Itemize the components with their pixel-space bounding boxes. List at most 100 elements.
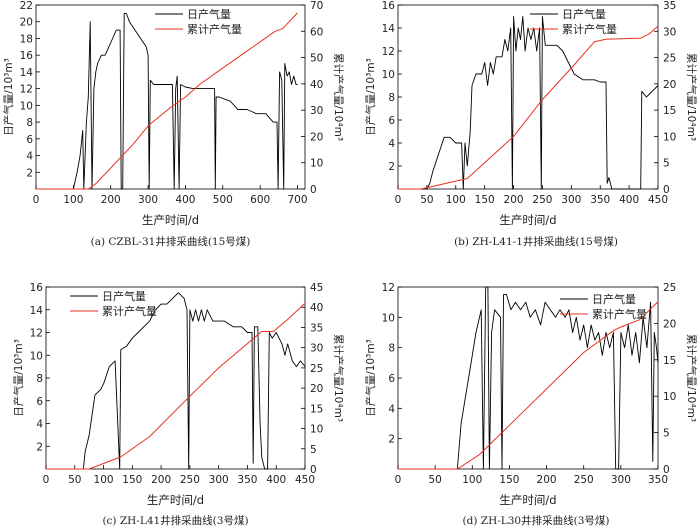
x-tick-label: 0 <box>395 474 402 486</box>
y-right-tick-label: 0 <box>310 464 317 476</box>
x-tick-label: 350 <box>590 194 610 206</box>
daily-gas-line <box>36 12 298 190</box>
y-left-axis-label: 日产气量/10³m³ <box>12 339 25 417</box>
y-right-tick-label: 40 <box>310 302 323 314</box>
y-left-tick-label: 2 <box>388 434 395 446</box>
panel-caption: (b) ZH-L41-1井排采曲线(15号煤) <box>454 235 618 248</box>
y-left-tick-label: 14 <box>30 305 44 317</box>
y-right-tick-label: 20 <box>310 131 323 143</box>
y-left-tick-label: 8 <box>26 117 33 129</box>
y-left-tick-label: 8 <box>388 343 395 355</box>
panel-caption: (a) CZBL-31井排采曲线(15号煤) <box>91 235 251 248</box>
y-right-tick-label: 0 <box>310 184 317 196</box>
y-right-tick-label: 45 <box>310 282 323 294</box>
y-right-tick-label: 5 <box>663 158 670 170</box>
y-left-axis-label: 日产气量/10³m³ <box>364 339 377 417</box>
chart-panel-2: 0 50 100 150 200 250 300 350 400 450 2 4 6 8 10 12 14 16 0… <box>364 0 698 248</box>
y-left-tick-label: 16 <box>30 282 44 294</box>
y-right-tick-label: 15 <box>663 355 676 367</box>
y-left-tick-label: 6 <box>388 115 395 127</box>
legend-label: 日产气量 <box>592 292 636 306</box>
y-left-tick-label: 4 <box>388 403 395 415</box>
legend-label: 累计产气量 <box>102 304 157 318</box>
cumulative-gas-line <box>36 12 298 190</box>
x-tick-label: 200 <box>504 194 524 206</box>
x-tick-label: 200 <box>151 474 171 486</box>
x-tick-label: 700 <box>288 194 308 206</box>
y-right-axis-label: 累计产气量/10⁴m³ <box>685 334 698 422</box>
x-tick-label: 350 <box>648 474 668 486</box>
y-left-tick-label: 14 <box>382 23 396 35</box>
y-left-tick-label: 6 <box>36 396 43 408</box>
y-right-tick-label: 20 <box>310 383 323 395</box>
y-right-tick-label: 60 <box>310 26 323 38</box>
y-right-tick-label: 10 <box>310 424 323 436</box>
legend-label: 累计产气量 <box>187 22 242 36</box>
x-axis-label: 生产时间/d <box>499 213 556 227</box>
y-left-tick-label: 10 <box>30 350 43 362</box>
y-right-axis-label: 累计产气量/10⁴m³ <box>332 334 345 422</box>
cumulative-gas-line <box>398 25 659 190</box>
y-right-tick-label: 5 <box>310 444 317 456</box>
y-left-tick-label: 10 <box>20 100 33 112</box>
y-left-tick-label: 2 <box>388 161 395 173</box>
plot-frame <box>397 4 659 190</box>
y-right-axis-label: 累计产气量/10⁴m³ <box>332 53 345 141</box>
legend-label: 累计产气量 <box>562 22 617 36</box>
y-right-tick-label: 35 <box>663 0 676 12</box>
x-tick-label: 200 <box>101 194 121 206</box>
x-tick-label: 450 <box>648 194 668 206</box>
legend-label: 累计产气量 <box>592 307 647 321</box>
x-tick-label: 250 <box>532 194 552 206</box>
daily-gas-line <box>398 16 659 190</box>
y-right-tick-label: 25 <box>663 282 676 294</box>
chart-panel-3: 0 50 100 150 200 250 300 350 400 450 2 4 6 8 10 12 14 16 0… <box>12 282 345 527</box>
y-right-tick-label: 10 <box>663 131 676 143</box>
x-tick-label: 300 <box>611 474 631 486</box>
x-tick-label: 400 <box>266 474 286 486</box>
y-left-tick-label: 12 <box>382 282 395 294</box>
y-left-tick-label: 12 <box>30 328 43 340</box>
panel-caption: (c) ZH-L41井排采曲线(3号煤) <box>102 514 248 527</box>
y-right-tick-label: 35 <box>310 322 323 334</box>
x-tick-label: 0 <box>33 194 40 206</box>
y-left-tick-label: 4 <box>36 419 43 431</box>
x-tick-label: 100 <box>446 194 466 206</box>
y-left-tick-label: 8 <box>36 373 43 385</box>
x-tick-label: 150 <box>122 474 142 486</box>
y-right-tick-label: 20 <box>663 318 676 330</box>
x-axis-label: 生产时间/d <box>147 493 204 507</box>
y-left-tick-label: 16 <box>20 50 34 62</box>
y-left-tick-label: 2 <box>36 441 43 453</box>
y-right-tick-label: 30 <box>663 26 676 38</box>
daily-gas-line <box>46 292 306 470</box>
y-right-tick-label: 10 <box>310 158 323 170</box>
panel-caption: (d) ZH-L30井排采曲线(3号煤) <box>463 514 610 527</box>
y-left-tick-label: 6 <box>388 373 395 385</box>
y-left-tick-label: 10 <box>382 69 395 81</box>
chart-panel-4: 0 50 100 150 200 250 300 350 2 4 6 8 10 12 0 5 10 15 20 25 生… <box>364 282 698 527</box>
y-right-axis-label: 累计产气量/10⁴m³ <box>685 53 698 141</box>
x-tick-label: 350 <box>237 474 257 486</box>
x-tick-label: 300 <box>561 194 581 206</box>
x-tick-label: 0 <box>395 194 402 206</box>
y-left-tick-label: 4 <box>26 151 33 163</box>
cumulative-gas-line <box>46 302 306 470</box>
y-right-tick-label: 50 <box>310 53 323 65</box>
cumulative-gas-line <box>398 301 659 470</box>
y-left-tick-label: 8 <box>388 92 395 104</box>
x-tick-label: 100 <box>63 194 83 206</box>
y-left-tick-label: 6 <box>26 134 33 146</box>
plot-frame <box>45 286 306 470</box>
x-tick-label: 150 <box>499 474 519 486</box>
x-axis-label: 生产时间/d <box>142 213 199 227</box>
legend-label: 日产气量 <box>102 289 146 303</box>
y-left-tick-label: 14 <box>20 67 34 79</box>
x-tick-label: 300 <box>138 194 158 206</box>
y-right-tick-label: 25 <box>310 363 323 375</box>
x-tick-label: 0 <box>43 474 50 486</box>
x-tick-label: 100 <box>94 474 114 486</box>
x-tick-label: 600 <box>250 194 270 206</box>
